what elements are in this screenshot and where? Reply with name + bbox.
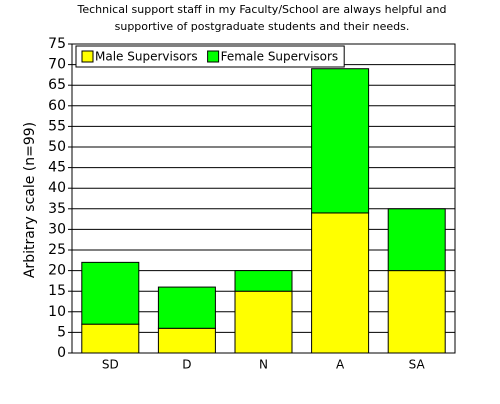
y-tick-label: 35 [48, 201, 66, 217]
bar-segment [311, 68, 370, 214]
y-tick-label: 15 [48, 283, 66, 299]
legend-label: Female Supervisors [221, 50, 339, 64]
y-tick-label: 25 [48, 242, 66, 258]
bar-segment [387, 270, 446, 354]
x-tick-label: SD [102, 358, 119, 372]
y-tick-label: 30 [48, 221, 66, 237]
bar-segment [157, 327, 216, 354]
x-tick-label: SA [409, 358, 426, 372]
legend-swatch [81, 50, 94, 63]
x-tick-label: N [259, 358, 268, 372]
y-axis-label: Arbitrary scale (n=99) [22, 122, 38, 278]
y-tick-label: 10 [48, 304, 66, 320]
y-tick-label: 60 [48, 98, 66, 114]
x-tick-label: A [336, 358, 345, 372]
y-tick-label: 70 [48, 57, 66, 73]
legend-label: Male Supervisors [95, 50, 198, 64]
chart-title: supportive of postgraduate students and … [115, 20, 410, 33]
x-tick-label: D [182, 358, 191, 372]
legend-swatch [207, 50, 220, 63]
plot-frame [71, 43, 456, 354]
y-tick-label: 5 [57, 324, 66, 340]
y-tick-label: 20 [48, 263, 66, 279]
y-tick-label: 45 [48, 160, 66, 176]
bar-segment [234, 290, 293, 354]
y-tick-label: 65 [48, 77, 66, 93]
bar-segment [311, 212, 370, 354]
bar-segment [81, 261, 140, 325]
bar-segment [157, 286, 216, 329]
y-tick-label: 75 [48, 36, 66, 52]
chart-title: Technical support staff in my Faculty/Sc… [77, 3, 447, 16]
bar-segment [81, 323, 140, 354]
bar-segment [234, 270, 293, 292]
y-tick-label: 55 [48, 118, 66, 134]
bar-segment [387, 208, 446, 272]
y-tick-label: 50 [48, 139, 66, 155]
y-tick-label: 0 [57, 345, 66, 361]
y-tick-label: 40 [48, 180, 66, 196]
